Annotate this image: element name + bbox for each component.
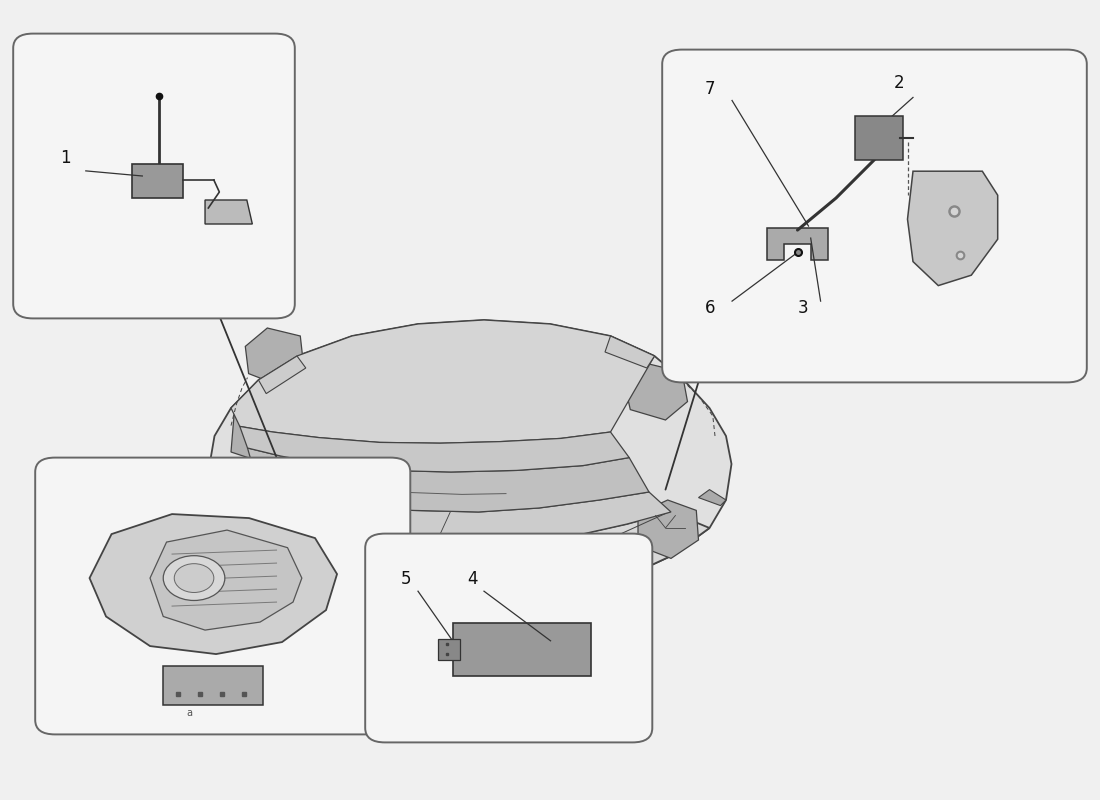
Polygon shape <box>624 364 688 420</box>
Text: 3: 3 <box>798 299 808 318</box>
FancyBboxPatch shape <box>855 116 903 161</box>
FancyBboxPatch shape <box>132 164 183 198</box>
FancyBboxPatch shape <box>13 34 295 318</box>
Text: 7: 7 <box>705 80 716 98</box>
Text: 5: 5 <box>400 570 411 588</box>
Polygon shape <box>767 229 828 261</box>
FancyBboxPatch shape <box>163 666 263 705</box>
Polygon shape <box>248 486 671 548</box>
Polygon shape <box>231 402 292 464</box>
Polygon shape <box>638 500 698 558</box>
Polygon shape <box>683 361 705 375</box>
FancyBboxPatch shape <box>365 534 652 742</box>
FancyBboxPatch shape <box>453 623 592 676</box>
Polygon shape <box>248 448 649 512</box>
Polygon shape <box>240 426 629 472</box>
Text: a: a <box>186 708 192 718</box>
Polygon shape <box>495 568 605 612</box>
Text: 4: 4 <box>468 570 478 588</box>
Polygon shape <box>205 200 252 224</box>
Polygon shape <box>258 356 306 394</box>
Polygon shape <box>245 328 304 386</box>
FancyBboxPatch shape <box>35 458 410 734</box>
Polygon shape <box>214 500 710 616</box>
FancyBboxPatch shape <box>662 50 1087 382</box>
Polygon shape <box>89 514 337 654</box>
FancyBboxPatch shape <box>438 639 460 660</box>
Polygon shape <box>698 490 726 506</box>
Text: 6: 6 <box>705 299 716 318</box>
Polygon shape <box>248 536 352 596</box>
Text: 2: 2 <box>893 74 904 92</box>
Text: 1: 1 <box>60 149 72 167</box>
Circle shape <box>174 564 213 593</box>
Polygon shape <box>908 171 998 286</box>
Polygon shape <box>150 530 301 630</box>
Polygon shape <box>209 320 732 616</box>
Polygon shape <box>605 336 654 368</box>
Circle shape <box>163 556 224 601</box>
Polygon shape <box>231 320 654 443</box>
Polygon shape <box>183 302 210 308</box>
